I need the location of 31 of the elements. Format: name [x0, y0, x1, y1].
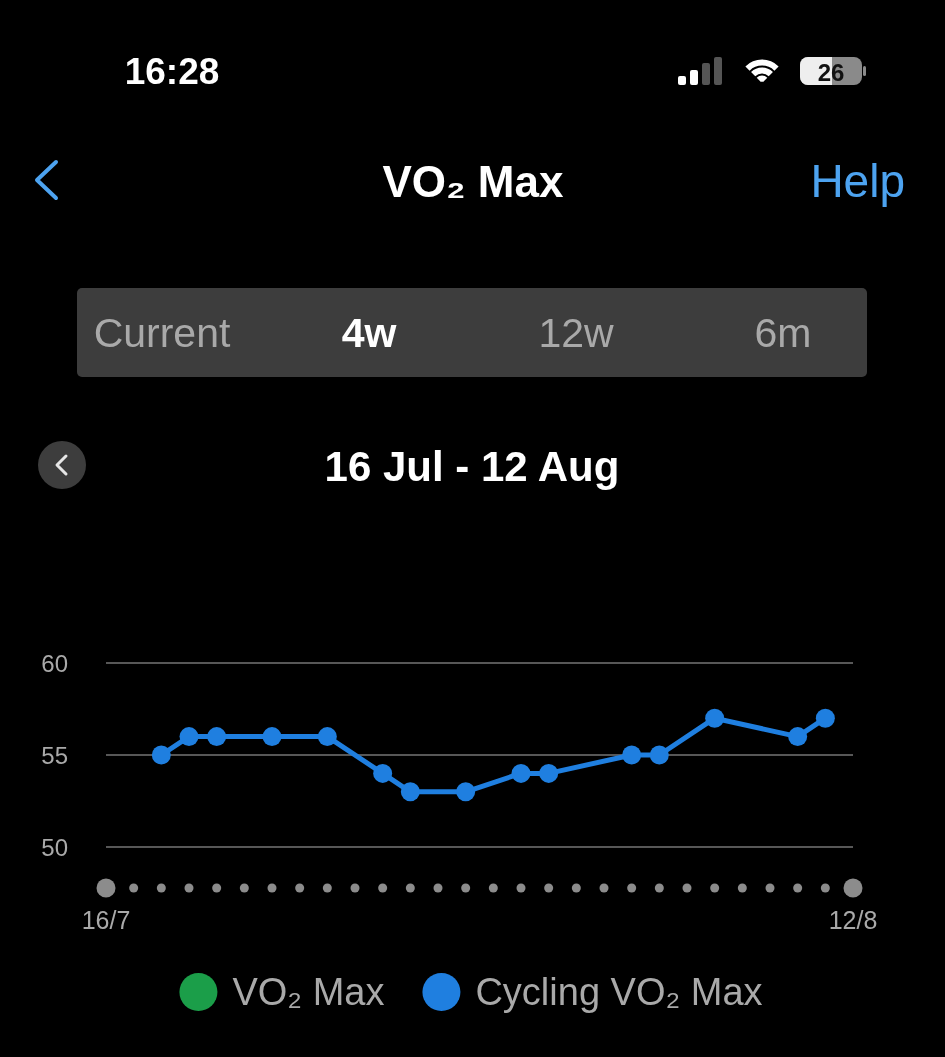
point: [815, 708, 835, 728]
point: [400, 782, 420, 802]
text: 4w: [341, 310, 397, 356]
text: 6m: [754, 310, 812, 356]
point: [207, 727, 227, 747]
point: [373, 763, 393, 783]
point: [151, 745, 171, 765]
text: 26: [817, 58, 845, 86]
text: Help: [810, 155, 905, 207]
point: [317, 727, 337, 747]
x-tick-label: 12/8: [828, 906, 878, 934]
chart-title: VO₂ Max: [382, 156, 564, 206]
point: [539, 763, 559, 783]
chart-subtitle: 16 Jul - 12 Aug: [324, 442, 620, 490]
text: Current: [93, 310, 231, 356]
legend-label: VO₂ Max: [232, 971, 385, 1013]
y-tick-label: 60: [41, 649, 68, 677]
point: [511, 763, 531, 783]
y-tick-label: 50: [41, 833, 68, 861]
text: 12w: [538, 310, 614, 356]
point: [262, 727, 282, 747]
point: [649, 745, 669, 765]
point: [788, 727, 808, 747]
point: [456, 782, 476, 802]
text: 16:28: [124, 50, 220, 92]
point: [179, 727, 199, 747]
point: [622, 745, 642, 765]
point: [705, 708, 725, 728]
y-tick-label: 55: [41, 741, 68, 769]
x-tick-label: 16/7: [81, 906, 131, 934]
legend-label: Cycling VO₂ Max: [475, 971, 763, 1013]
